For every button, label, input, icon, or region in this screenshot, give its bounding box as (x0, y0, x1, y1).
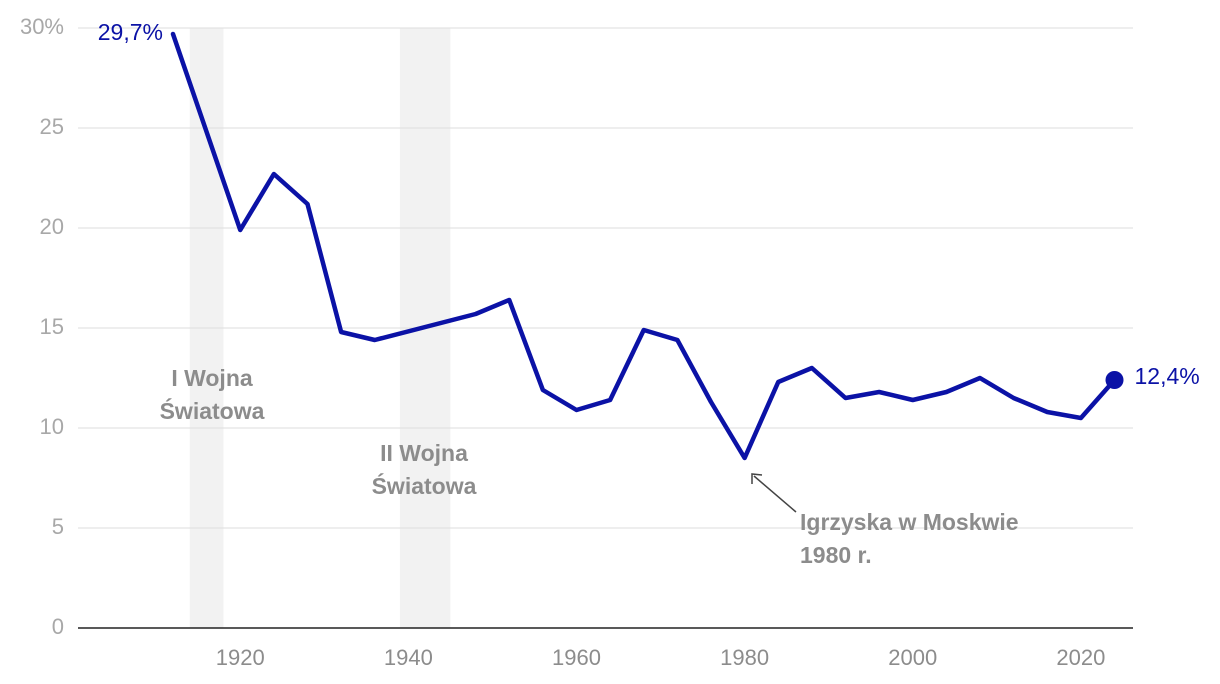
x-tick-label: 1920 (216, 645, 265, 670)
end-point (1105, 371, 1124, 389)
annotation-arrow (753, 475, 797, 513)
value-label: 12,4% (1135, 363, 1200, 389)
y-tick-label: 15 (40, 314, 64, 339)
y-tick-label: 25 (40, 114, 64, 139)
span-label: Światowa (160, 397, 265, 424)
span-label: II Wojna (380, 440, 468, 466)
annotation-arrowhead (751, 473, 763, 484)
y-tick-label: 5 (52, 514, 64, 539)
annotation: Igrzyska w Moskwie (800, 509, 1019, 535)
y-tick-label: 10 (40, 414, 64, 439)
span-label: Światowa (372, 472, 477, 499)
x-tick-label: 2000 (888, 645, 937, 670)
span-label: I Wojna (171, 365, 253, 391)
x-tick-label: 1960 (552, 645, 601, 670)
x-tick-label: 1940 (384, 645, 433, 670)
annotation: 1980 r. (800, 542, 872, 568)
y-tick-label: 20 (40, 214, 64, 239)
value-label: 29,7% (98, 19, 163, 45)
data-line (170, 31, 1117, 461)
x-tick-label: 1980 (720, 645, 769, 670)
y-tick-label: 0 (52, 614, 64, 639)
y-tick-label: 30% (20, 14, 64, 39)
x-tick-label: 2020 (1056, 645, 1105, 670)
